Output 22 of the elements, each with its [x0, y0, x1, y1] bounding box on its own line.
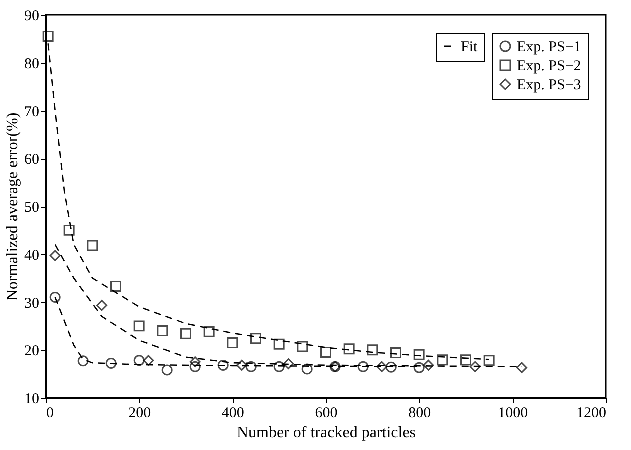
- x-tick-label: 800: [408, 406, 432, 422]
- y-tick-label: 10: [24, 392, 40, 408]
- y-tick-label: 40: [24, 248, 40, 264]
- x-tick-label: 600: [315, 406, 338, 422]
- y-tick-label: 60: [24, 152, 40, 168]
- x-tick-label: 1200: [576, 406, 606, 422]
- y-tick-label: 30: [24, 296, 40, 312]
- x-tick-label: 200: [128, 406, 152, 422]
- x-tick-label: 400: [222, 406, 244, 422]
- x-axis-title: Number of tracked particles: [236, 424, 416, 442]
- legend-label: Exp. PS−3: [517, 78, 582, 94]
- y-tick-label: 70: [24, 104, 40, 120]
- y-axis-title: Normalized average error(%): [4, 112, 22, 302]
- legend-label: Fit: [461, 40, 479, 56]
- y-tick-label: 80: [24, 56, 40, 72]
- y-tick-label: 20: [24, 344, 40, 360]
- y-tick-label: 50: [24, 200, 40, 216]
- x-tick-label: 1000: [498, 406, 528, 422]
- y-tick-label: 90: [24, 8, 40, 24]
- x-tick-label: 0: [46, 406, 54, 422]
- legend-label: Exp. PS−2: [517, 58, 582, 74]
- legend-label: Exp. PS−1: [517, 40, 582, 56]
